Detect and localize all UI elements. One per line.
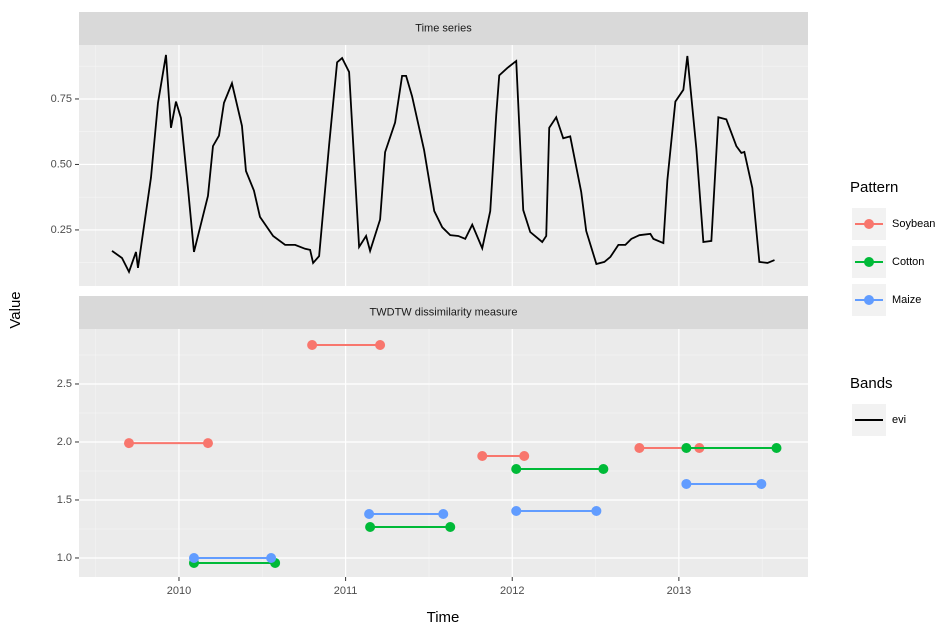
legend-title: Pattern [850, 179, 898, 196]
legend-dot [864, 295, 874, 305]
y-tick-label: 1.5 [57, 494, 72, 506]
y-tick-label: 0.50 [51, 158, 72, 170]
series-line [111, 54, 775, 275]
strip [79, 296, 808, 329]
y-tick-label: 0.75 [51, 93, 72, 105]
interval-start [634, 443, 645, 454]
legend-label: evi [892, 414, 906, 426]
interval-start [511, 505, 522, 516]
strip-label: TWDTW dissimilarity measure [370, 306, 518, 318]
interval-end [438, 509, 449, 520]
x-tick-label: 2013 [667, 585, 691, 597]
y-axis-label: Value [7, 291, 24, 328]
legend-dot [864, 219, 874, 229]
interval-start [681, 478, 692, 489]
interval-start [188, 552, 199, 563]
interval-end [375, 340, 386, 351]
interval-start [681, 443, 692, 454]
y-tick-label: 1.0 [57, 552, 72, 564]
interval-end [756, 478, 767, 489]
strip [79, 12, 808, 45]
interval-start [307, 340, 318, 351]
y-tick-label: 2.0 [57, 436, 72, 448]
interval-end [598, 464, 609, 475]
x-tick-label: 2012 [500, 585, 524, 597]
interval-end [519, 451, 530, 462]
interval-start [365, 522, 376, 533]
interval-end [445, 522, 456, 533]
panel [79, 45, 808, 286]
legend-dot [864, 257, 874, 267]
panel [79, 329, 808, 577]
interval-end [591, 505, 602, 516]
interval-end [771, 443, 782, 454]
interval-start [477, 451, 488, 462]
interval-start [364, 509, 375, 520]
interval-end [266, 552, 277, 563]
legend-label: Maize [892, 294, 921, 306]
x-tick-label: 2011 [334, 585, 358, 597]
interval-end [202, 438, 213, 449]
interval-start [123, 438, 134, 449]
legend-label: Soybean [892, 218, 935, 230]
y-tick-label: 2.5 [57, 378, 72, 390]
x-tick-label: 2010 [167, 585, 191, 597]
strip-label: Time series [415, 22, 472, 34]
legend-title: Bands [850, 375, 893, 392]
x-axis-label: Time [427, 609, 460, 626]
y-tick-label: 0.25 [51, 224, 72, 236]
legend-label: Cotton [892, 256, 924, 268]
interval-start [511, 464, 522, 475]
